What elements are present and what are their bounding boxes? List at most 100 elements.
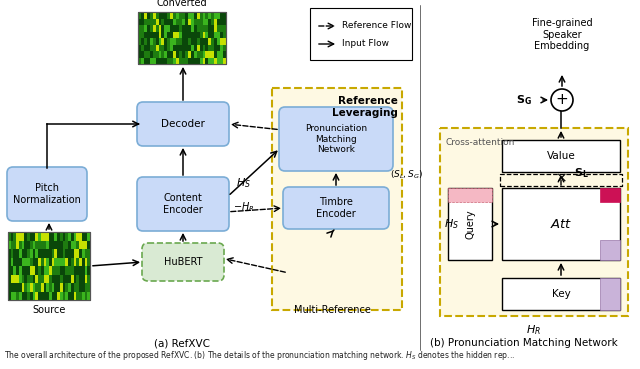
Bar — [22, 283, 24, 292]
Bar — [41, 232, 44, 241]
Bar — [191, 51, 194, 58]
Bar — [13, 232, 16, 241]
Bar — [355, 292, 358, 300]
Bar — [82, 249, 84, 258]
Bar — [41, 275, 44, 283]
Bar — [41, 241, 44, 249]
Bar — [33, 241, 35, 249]
Bar — [38, 292, 41, 300]
Bar — [150, 58, 153, 64]
Bar — [300, 232, 303, 241]
Bar — [68, 249, 71, 258]
Bar — [179, 18, 182, 25]
Bar — [63, 292, 65, 300]
Bar — [173, 45, 176, 51]
Bar — [211, 25, 214, 31]
Bar — [87, 292, 90, 300]
Bar — [161, 51, 164, 58]
Bar — [24, 249, 27, 258]
Bar — [209, 51, 211, 58]
Text: Decoder: Decoder — [161, 119, 205, 129]
Bar — [30, 283, 33, 292]
Bar — [22, 275, 24, 283]
Bar — [341, 232, 344, 241]
Bar — [341, 275, 344, 283]
Bar — [176, 31, 179, 38]
Bar — [153, 12, 156, 18]
Bar — [49, 241, 52, 249]
Bar — [188, 38, 191, 45]
Bar — [161, 38, 164, 45]
Bar — [76, 275, 79, 283]
Bar — [370, 258, 373, 266]
Bar — [329, 258, 332, 266]
Bar — [54, 283, 57, 292]
Bar — [156, 51, 159, 58]
Bar — [297, 241, 300, 249]
Bar — [153, 38, 156, 45]
Bar — [74, 258, 76, 266]
Bar — [320, 266, 323, 275]
Bar — [312, 249, 314, 258]
Bar — [49, 232, 52, 241]
Bar — [209, 25, 211, 31]
Bar — [338, 241, 341, 249]
Bar — [170, 58, 173, 64]
Bar — [308, 292, 312, 300]
Bar — [22, 292, 24, 300]
Bar — [347, 232, 349, 241]
Bar — [202, 38, 205, 45]
Text: $H_R$: $H_R$ — [527, 323, 541, 337]
Bar — [308, 266, 312, 275]
Bar — [364, 241, 367, 249]
Bar — [303, 275, 306, 283]
Bar — [54, 275, 57, 283]
Bar — [314, 283, 317, 292]
Bar — [209, 12, 211, 18]
Bar — [33, 283, 35, 292]
Bar — [38, 232, 41, 241]
Bar — [84, 241, 87, 249]
Bar — [76, 292, 79, 300]
Bar — [220, 25, 223, 31]
Bar — [353, 249, 355, 258]
Bar — [373, 249, 376, 258]
Bar — [57, 275, 60, 283]
Bar — [202, 18, 205, 25]
Bar — [196, 31, 200, 38]
Bar — [326, 241, 329, 249]
Bar — [220, 12, 223, 18]
Bar — [156, 18, 159, 25]
Bar — [349, 241, 353, 249]
Bar — [33, 292, 35, 300]
Bar — [24, 266, 27, 275]
Bar — [30, 292, 33, 300]
Bar — [19, 292, 22, 300]
Bar — [349, 266, 353, 275]
Bar — [167, 58, 170, 64]
Bar — [87, 266, 90, 275]
Bar — [16, 275, 19, 283]
Bar — [170, 45, 173, 51]
Bar — [288, 232, 376, 300]
Text: Fine-grained
Speaker
Embedding: Fine-grained Speaker Embedding — [532, 18, 592, 51]
Bar — [147, 12, 150, 18]
Bar — [355, 258, 358, 266]
Bar — [144, 31, 147, 38]
Bar — [35, 232, 38, 241]
Bar — [314, 241, 317, 249]
Bar — [332, 241, 335, 249]
Bar — [150, 38, 153, 45]
Bar — [335, 283, 338, 292]
Bar — [294, 283, 297, 292]
Bar — [19, 275, 22, 283]
Bar — [63, 249, 65, 258]
FancyBboxPatch shape — [7, 167, 87, 221]
Bar — [84, 283, 87, 292]
Bar — [294, 249, 297, 258]
Bar — [84, 258, 87, 266]
Bar — [329, 232, 332, 241]
Bar — [13, 241, 16, 249]
Bar — [323, 241, 326, 249]
Bar — [320, 258, 323, 266]
